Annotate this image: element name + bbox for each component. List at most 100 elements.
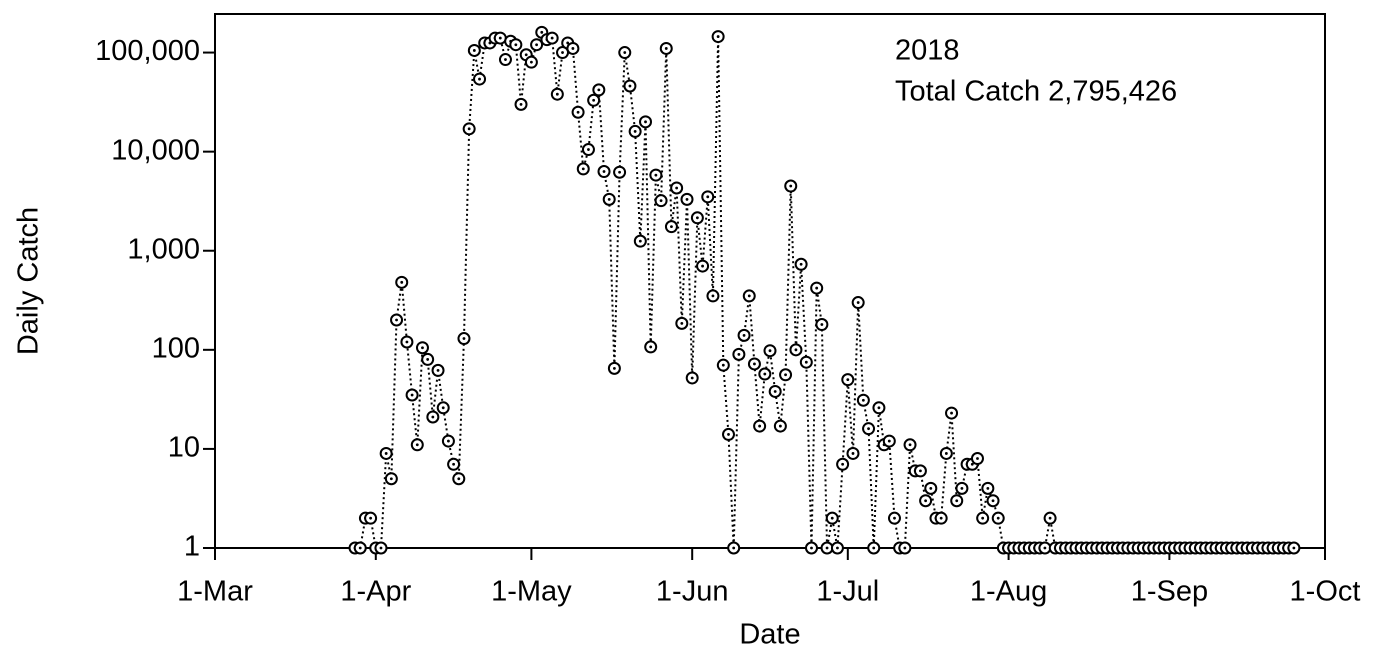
data-point [804, 541, 818, 555]
marker-dot [799, 262, 803, 266]
data-point [607, 361, 621, 375]
y-tick-label: 10 [168, 432, 200, 464]
data-point [675, 316, 689, 330]
marker-dot [861, 398, 865, 402]
marker-dot [986, 486, 990, 490]
marker-dot [426, 358, 430, 361]
marker-dot [685, 197, 689, 201]
data-point [639, 115, 653, 129]
data-point [364, 511, 378, 525]
data-point [727, 541, 741, 555]
data-point [421, 352, 435, 366]
data-point [670, 181, 684, 195]
x-axis-label: Date [739, 619, 800, 651]
marker-dot [758, 424, 762, 428]
marker-dot [695, 216, 699, 220]
marker-dot [810, 546, 813, 550]
x-tick-label: 1-Aug [970, 576, 1047, 608]
marker-dot [519, 102, 523, 106]
data-point [530, 38, 544, 52]
data-point [872, 401, 886, 415]
marker-dot [395, 318, 398, 322]
x-tick-label: 1-Jun [656, 576, 729, 608]
data-point [747, 357, 761, 371]
data-point [1038, 541, 1052, 555]
marker-dot [763, 372, 767, 376]
data-point [680, 192, 694, 206]
data-point [493, 31, 507, 45]
data-point [742, 289, 756, 303]
marker-dot [379, 546, 383, 550]
data-point [592, 83, 606, 97]
data-point [473, 72, 487, 86]
data-point [545, 31, 559, 45]
marker-dot [732, 546, 736, 550]
data-point [602, 192, 616, 206]
marker-dot [856, 301, 860, 304]
data-point [779, 368, 793, 382]
marker-dot [955, 499, 959, 503]
marker-dot [675, 186, 679, 190]
marker-dot [939, 516, 943, 520]
data-point [566, 41, 580, 55]
data-point [436, 401, 450, 415]
marker-dot [794, 348, 798, 352]
marker-dot [778, 424, 782, 428]
data-point [939, 446, 953, 460]
data-point [841, 373, 855, 387]
data-point [789, 343, 803, 357]
marker-dot [514, 43, 518, 47]
data-point [919, 494, 933, 508]
marker-dot [405, 340, 409, 344]
data-point [467, 43, 481, 57]
data-point [737, 328, 751, 342]
data-point [706, 289, 720, 303]
data-point [571, 105, 585, 119]
marker-dot [960, 486, 964, 490]
data-point [581, 143, 595, 157]
plot-frame [214, 13, 1326, 549]
marker-dot [602, 170, 606, 173]
marker-dot [742, 333, 746, 337]
marker-dot [690, 376, 694, 380]
data-point [410, 438, 424, 452]
data-point [374, 541, 388, 555]
annotation: 2018 [895, 35, 960, 67]
marker-dot [815, 286, 819, 290]
marker-dot [893, 516, 896, 520]
marker-dot [540, 30, 544, 34]
marker-dot [737, 352, 741, 356]
data-point [820, 541, 834, 555]
data-point [950, 494, 964, 508]
data-point [830, 541, 844, 555]
data-point [773, 419, 787, 433]
data-point [867, 541, 881, 555]
data-point [758, 367, 772, 381]
x-tick-label: 1-Apr [340, 576, 411, 608]
data-point [732, 347, 746, 361]
data-point [784, 179, 798, 193]
marker-dot [576, 110, 580, 114]
marker-dot [830, 516, 834, 520]
data-point [768, 384, 782, 398]
data-point [991, 511, 1005, 525]
y-tick-label: 1,000 [127, 233, 200, 265]
marker-dot [867, 427, 870, 431]
data-point [524, 55, 538, 69]
data-point [970, 452, 984, 466]
data-point [576, 162, 590, 176]
data-point [685, 371, 699, 385]
data-point [379, 446, 393, 460]
data-point [426, 410, 440, 424]
marker-dot [612, 366, 616, 370]
data-point [644, 340, 658, 354]
data-point [613, 165, 627, 179]
marker-dot [498, 36, 502, 40]
marker-dot [877, 406, 881, 410]
data-point [597, 165, 611, 179]
marker-dot [727, 433, 730, 436]
marker-dot [784, 373, 787, 377]
marker-dot [504, 58, 507, 61]
data-point [431, 363, 445, 377]
